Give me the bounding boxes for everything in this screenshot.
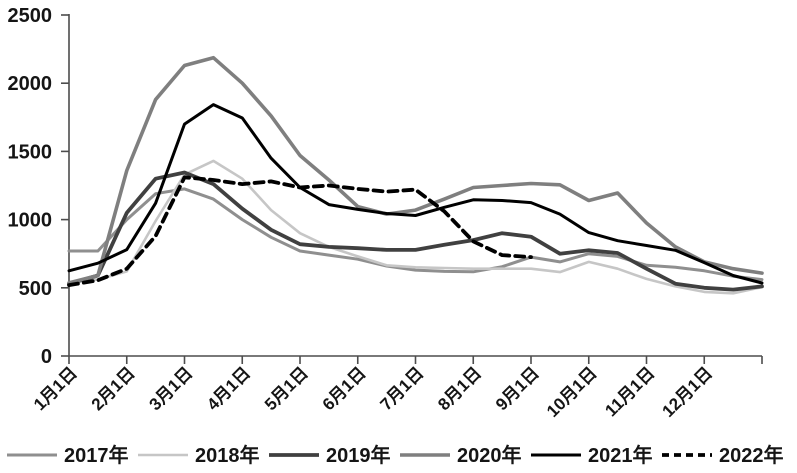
legend-label: 2020年 <box>457 443 522 467</box>
legend-label: 2019年 <box>326 443 391 467</box>
y-axis-label: 2500 <box>8 5 53 27</box>
legend-label: 2022年 <box>719 443 784 467</box>
legend-label: 2018年 <box>195 443 260 467</box>
y-axis-label: 500 <box>19 278 52 300</box>
legend-item-2019年: 2019年 <box>269 443 391 467</box>
y-axis-label: 2000 <box>8 73 53 95</box>
series-line-2021年 <box>67 103 764 285</box>
series-line-2019年 <box>67 170 764 292</box>
series-line-2017年 <box>67 187 764 282</box>
legend-label: 2017年 <box>64 443 129 467</box>
y-axis-label: 1000 <box>8 210 53 232</box>
series-line-2018年 <box>67 159 764 295</box>
legend-item-2017年: 2017年 <box>7 443 129 467</box>
legend-item-2022年: 2022年 <box>662 443 784 467</box>
legend: 2017年 2018年 2019年 2020年 2021年 2022年 <box>7 443 784 467</box>
series-line-2022年 <box>67 175 533 287</box>
legend-label: 2021年 <box>588 443 653 467</box>
y-axis-label: 0 <box>41 346 52 368</box>
legend-item-2021年: 2021年 <box>531 443 653 467</box>
legend-item-2020年: 2020年 <box>400 443 522 467</box>
series-line-2020年 <box>67 55 764 285</box>
legend-item-2018年: 2018年 <box>138 443 260 467</box>
y-axis-label: 1500 <box>8 141 53 163</box>
